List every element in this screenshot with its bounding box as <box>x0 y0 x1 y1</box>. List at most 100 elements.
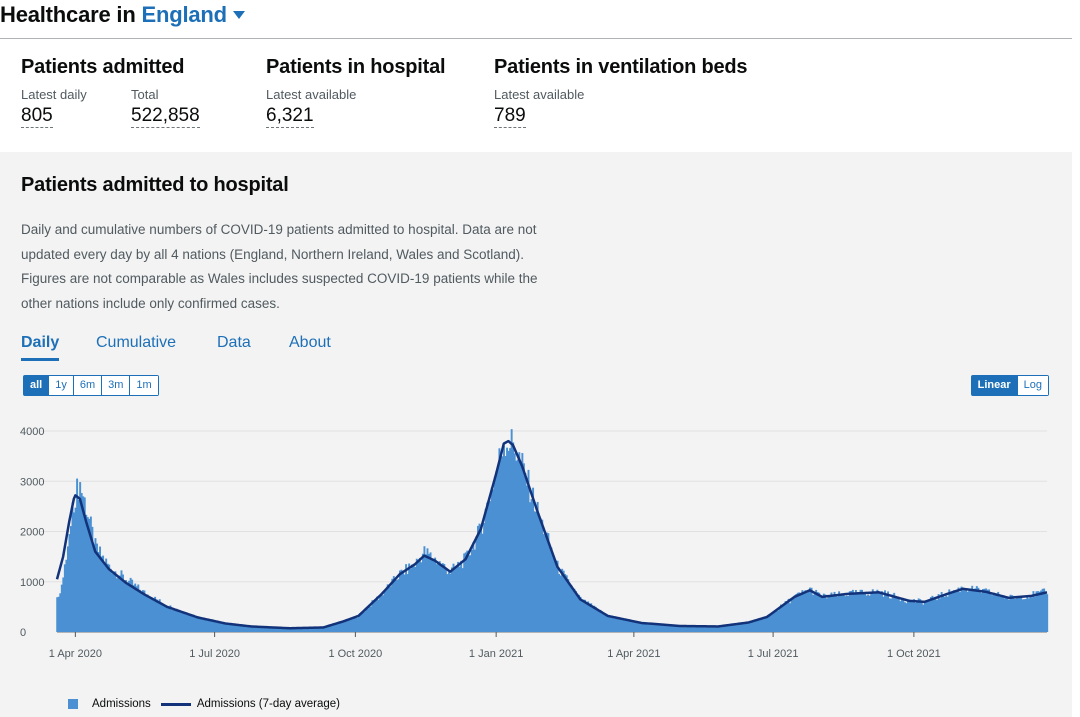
admissions-bar <box>446 574 449 632</box>
admissions-bar <box>452 563 455 632</box>
admissions-bar <box>558 573 561 632</box>
admissions-bar <box>184 613 187 632</box>
admissions-bar <box>249 626 251 632</box>
admissions-bar <box>310 627 313 632</box>
admissions-bar <box>80 493 83 632</box>
admissions-bar <box>279 627 282 632</box>
metric-value[interactable]: 6,321 <box>266 105 314 128</box>
admissions-bar <box>660 624 663 632</box>
admissions-bar <box>940 592 943 632</box>
admissions-bar <box>63 564 66 632</box>
admissions-bar <box>193 616 196 632</box>
admissions-bar <box>216 621 219 632</box>
admissions-bar <box>868 595 871 632</box>
admissions-bar <box>509 448 512 632</box>
legend-line-swatch <box>160 702 191 706</box>
metric-value[interactable]: 805 <box>21 105 53 128</box>
admissions-bar <box>498 448 501 632</box>
admissions-bar <box>602 613 605 632</box>
admissions-bar <box>838 591 841 632</box>
range-6m-button[interactable]: 6m <box>72 376 102 395</box>
admissions-bar <box>789 603 792 632</box>
admissions-bar <box>954 590 957 632</box>
admissions-bar <box>109 568 112 632</box>
admissions-bar <box>741 623 744 632</box>
admissions-bar <box>59 593 62 632</box>
admissions-bar <box>582 599 585 632</box>
admissions-bar <box>781 605 784 632</box>
admissions-bar <box>212 619 215 632</box>
admissions-bar <box>1001 597 1004 632</box>
admissions-bar <box>659 625 662 632</box>
tab-cumulative[interactable]: Cumulative <box>96 334 177 351</box>
admissions-bar <box>143 590 146 632</box>
admissions-bar <box>73 512 75 632</box>
admissions-bar <box>317 627 320 632</box>
admissions-average-line <box>55 439 1048 630</box>
admissions-bar <box>882 596 885 632</box>
x-tick-label: 1 Oct 2021 <box>887 648 941 660</box>
tab-about[interactable]: About <box>289 334 331 351</box>
admissions-bar <box>1011 595 1013 632</box>
admissions-bar <box>135 586 138 632</box>
admissions-bar <box>934 598 937 632</box>
admissions-bar <box>201 618 204 632</box>
admissions-bar <box>610 616 613 632</box>
scale-log-button[interactable]: Log <box>1016 376 1048 395</box>
range-1y-button[interactable]: 1y <box>48 376 73 395</box>
admissions-bar <box>495 471 498 632</box>
admissions-bar <box>779 604 782 632</box>
admissions-bar <box>221 621 224 632</box>
admissions-bar <box>198 617 201 632</box>
admissions-bar <box>827 596 830 632</box>
admissions-bar <box>311 627 314 632</box>
admissions-bar <box>472 542 475 632</box>
admissions-bar <box>105 558 108 632</box>
admissions-bar <box>836 596 839 632</box>
admissions-bar <box>597 611 600 632</box>
admissions-bar <box>467 555 470 632</box>
admissions-bar <box>856 592 859 632</box>
admissions-bar <box>405 564 408 632</box>
admissions-bar <box>795 594 798 632</box>
admissions-bar <box>313 627 316 632</box>
admissions-bar <box>492 489 495 632</box>
admissions-bar <box>579 596 582 632</box>
admissions-bar <box>1009 594 1012 632</box>
admissions-bar <box>648 622 651 632</box>
range-3m-button[interactable]: 3m <box>101 376 130 395</box>
admissions-bar <box>89 516 92 632</box>
admissions-bar <box>440 565 443 632</box>
tab-daily[interactable]: Daily <box>21 334 60 361</box>
metric-value[interactable]: 522,858 <box>131 105 200 128</box>
admissions-bar <box>887 591 890 632</box>
admissions-bar <box>415 558 418 632</box>
admissions-bar <box>806 592 808 632</box>
admissions-bar <box>724 625 727 632</box>
tab-data[interactable]: Data <box>217 334 251 351</box>
admissions-bar <box>1014 598 1017 632</box>
range-1m-button[interactable]: 1m <box>129 376 158 395</box>
range-all-button[interactable]: all <box>24 376 49 395</box>
admissions-bar <box>275 627 277 632</box>
admissions-bar <box>412 565 415 632</box>
admissions-bar <box>320 627 323 632</box>
admissions-bar <box>651 623 654 632</box>
area-selector[interactable]: England <box>142 2 245 27</box>
scale-linear-button[interactable]: Linear <box>971 376 1017 395</box>
admissions-bar <box>369 606 372 632</box>
admissions-bar <box>542 534 545 632</box>
admissions-bar <box>798 592 801 632</box>
admissions-bar <box>296 628 299 632</box>
admissions-bar <box>134 583 137 632</box>
metric-value[interactable]: 789 <box>494 105 526 128</box>
admissions-bar <box>636 622 639 632</box>
admissions-bar <box>366 608 369 632</box>
admissions-bar <box>533 511 536 632</box>
admissions-bar <box>926 601 929 632</box>
admissions-bar <box>478 523 481 632</box>
admissions-bar <box>530 499 533 632</box>
admissions-bar <box>853 594 856 632</box>
admissions-bar <box>631 620 634 632</box>
admissions-bar <box>187 614 190 632</box>
